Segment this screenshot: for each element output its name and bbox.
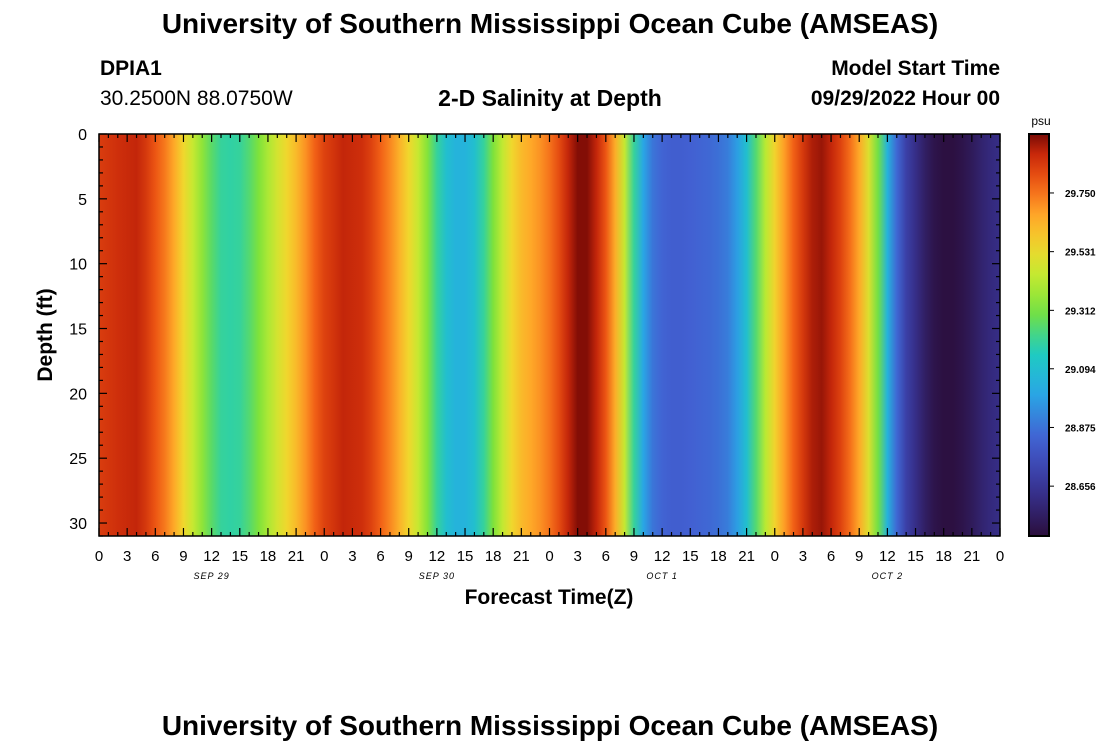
x-tick-label: 15 — [457, 548, 474, 565]
colorbar: 29.750 29.531 29.312 29.094 28.875 28.656 — [1028, 133, 1096, 537]
page-title: University of Southern Mississippi Ocean… — [161, 8, 939, 39]
day-label: SEP 29 — [194, 571, 230, 581]
x-tick-label: 9 — [630, 548, 638, 565]
x-tick-label: 21 — [738, 548, 755, 565]
x-tick-label: 6 — [827, 548, 835, 565]
x-tick-label: 9 — [855, 548, 863, 565]
y-axis: 0 5 10 15 20 25 30 — [69, 127, 1000, 537]
x-tick-label: 18 — [710, 548, 727, 565]
x-tick-label: 18 — [935, 548, 952, 565]
model-start-value: 09/29/2022 Hour 00 — [810, 87, 1000, 110]
salinity-chart: 0 3 6 9 12 15 18 21 0 3 6 9 12 15 18 21 0 3 6 9 12 15 18 21 0 3 6 9… — [34, 114, 1096, 609]
station-coordinates: 30.2500N 88.0750W — [100, 87, 293, 110]
x-tick-label: 21 — [513, 548, 530, 565]
x-tick-label: 21 — [288, 548, 305, 565]
x-tick-label: 12 — [879, 548, 896, 565]
y-tick-label: 0 — [78, 127, 87, 144]
x-tick-label: 0 — [545, 548, 553, 565]
x-tick-label: 3 — [123, 548, 131, 565]
colorbar-tick-label: 29.531 — [1065, 248, 1096, 259]
x-tick-label: 0 — [95, 548, 103, 565]
station-id: DPIA1 — [100, 57, 162, 80]
x-tick-label: 12 — [429, 548, 446, 565]
x-tick-label: 3 — [799, 548, 807, 565]
y-tick-label: 20 — [69, 386, 87, 403]
y-tick-label: 5 — [78, 192, 87, 209]
day-label: OCT 2 — [872, 571, 904, 581]
colorbar-tick-label: 28.656 — [1065, 482, 1096, 493]
x-tick-label: 18 — [260, 548, 277, 565]
x-tick-label: 9 — [405, 548, 413, 565]
x-tick-label: 0 — [996, 548, 1004, 565]
colorbar-tick-label: 28.875 — [1065, 423, 1096, 434]
x-tick-label: 15 — [907, 548, 924, 565]
x-tick-label: 3 — [348, 548, 356, 565]
day-label: SEP 30 — [419, 571, 455, 581]
x-tick-label: 21 — [964, 548, 981, 565]
x-tick-label: 0 — [771, 548, 779, 565]
x-tick-label: 15 — [231, 548, 248, 565]
colorbar-tick-label: 29.094 — [1065, 365, 1096, 376]
salinity-heatmap-field — [99, 134, 1000, 536]
colorbar-tick-label: 29.312 — [1065, 306, 1096, 317]
y-tick-label: 30 — [69, 516, 87, 533]
x-tick-label: 6 — [602, 548, 610, 565]
day-label: OCT 1 — [646, 571, 678, 581]
x-tick-label: 15 — [682, 548, 699, 565]
x-tick-label: 0 — [320, 548, 328, 565]
x-tick-label: 6 — [151, 548, 159, 565]
x-axis-title: Forecast Time(Z) — [465, 586, 634, 609]
model-start-label: Model Start Time — [831, 57, 1000, 80]
footer-title: University of Southern Mississippi Ocean… — [161, 710, 939, 741]
plot-title: 2-D Salinity at Depth — [438, 85, 662, 111]
y-tick-label: 15 — [69, 322, 87, 339]
y-tick-label: 10 — [69, 257, 87, 274]
x-tick-label: 18 — [485, 548, 502, 565]
x-axis: 0 3 6 9 12 15 18 21 0 3 6 9 12 15 18 21 0 3 6 9 12 15 18 21 0 3 6 9… — [95, 134, 1004, 581]
x-tick-label: 12 — [203, 548, 220, 565]
y-tick-label: 25 — [69, 451, 87, 468]
y-axis-title: Depth (ft) — [34, 288, 57, 381]
x-tick-label: 6 — [376, 548, 384, 565]
x-tick-label: 9 — [179, 548, 187, 565]
colorbar-unit: psu — [1031, 114, 1050, 128]
colorbar-tick-label: 29.750 — [1065, 189, 1096, 200]
colorbar-scale — [1028, 133, 1050, 537]
x-tick-label: 12 — [654, 548, 671, 565]
x-tick-label: 3 — [573, 548, 581, 565]
